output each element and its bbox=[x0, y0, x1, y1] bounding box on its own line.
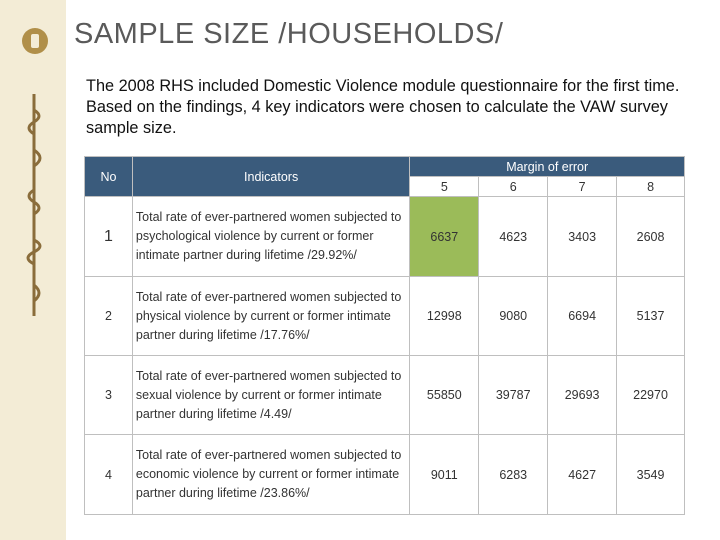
margin-7: 7 bbox=[547, 176, 618, 197]
row-indicator: Total rate of ever-partnered women subje… bbox=[131, 196, 411, 277]
row-value: 4623 bbox=[478, 196, 549, 277]
table-row: 3 Total rate of ever-partnered women sub… bbox=[84, 355, 685, 435]
row-value: 29693 bbox=[547, 355, 618, 435]
row-no: 3 bbox=[84, 355, 133, 435]
margin-5: 5 bbox=[409, 176, 480, 197]
row-indicator: Total rate of ever-partnered women subje… bbox=[131, 276, 411, 356]
row-value: 4627 bbox=[547, 434, 618, 515]
row-indicator: Total rate of ever-partnered women subje… bbox=[131, 355, 411, 435]
row-value: 6283 bbox=[478, 434, 549, 515]
row-value: 22970 bbox=[616, 355, 685, 435]
row-value: 9011 bbox=[409, 434, 480, 515]
row-no: 1 bbox=[84, 196, 133, 277]
row-value: 2608 bbox=[616, 196, 685, 277]
table-row: 1 Total rate of ever-partnered women sub… bbox=[84, 196, 685, 277]
header-indicators: Indicators bbox=[131, 156, 411, 197]
header-no: No bbox=[84, 156, 133, 197]
row-no: 4 bbox=[84, 434, 133, 515]
sample-size-table: No Indicators Margin of error 5 6 7 8 1 … bbox=[84, 156, 685, 515]
slide-title: SAMPLE SIZE /HOUSEHOLDS/ bbox=[74, 18, 504, 50]
header-margin-of-error: Margin of error bbox=[409, 156, 685, 177]
table-row: 4 Total rate of ever-partnered women sub… bbox=[84, 434, 685, 515]
row-value: 9080 bbox=[478, 276, 549, 356]
row-indicator: Total rate of ever-partnered women subje… bbox=[131, 434, 411, 515]
row-value: 39787 bbox=[478, 355, 549, 435]
row-value: 5137 bbox=[616, 276, 685, 356]
soyombo-emblem-icon bbox=[22, 28, 48, 54]
row-value: 6694 bbox=[547, 276, 618, 356]
intro-text: The 2008 RHS included Domestic Violence … bbox=[86, 77, 680, 137]
row-value: 12998 bbox=[409, 276, 480, 356]
row-value: 3403 bbox=[547, 196, 618, 277]
margin-8: 8 bbox=[616, 176, 685, 197]
margin-6: 6 bbox=[478, 176, 549, 197]
row-value: 3549 bbox=[616, 434, 685, 515]
table-row: 2 Total rate of ever-partnered women sub… bbox=[84, 276, 685, 356]
decorative-sidebar bbox=[0, 0, 66, 540]
row-no: 2 bbox=[84, 276, 133, 356]
row-value: 6637 bbox=[409, 196, 480, 277]
row-value: 55850 bbox=[409, 355, 480, 435]
mongolian-script-icon bbox=[26, 94, 42, 316]
